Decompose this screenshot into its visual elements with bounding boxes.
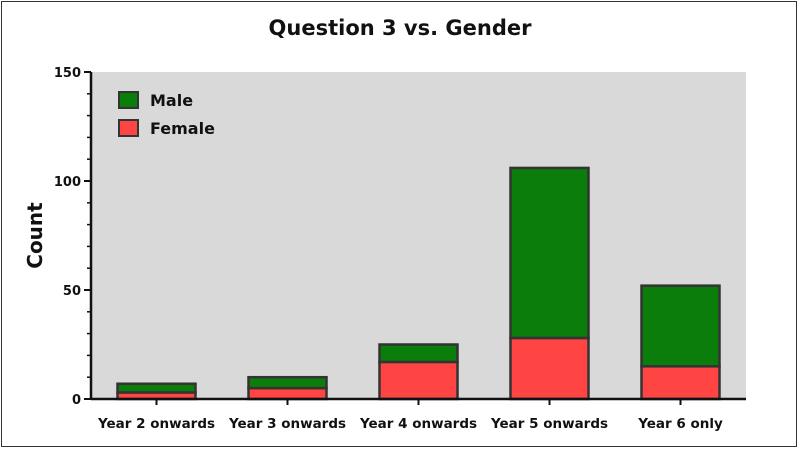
bar-male-3 — [378, 343, 459, 364]
legend-swatch-female — [118, 119, 139, 137]
y-axis: 0 50 100 150 — [54, 66, 93, 408]
bar-male-1 — [116, 382, 197, 394]
y-tick-label: 150 — [54, 66, 81, 81]
chart-title: Question 3 vs. Gender — [268, 16, 532, 40]
x-axis: Year 2 onwards Year 3 onwards Year 4 onwar… — [91, 397, 746, 432]
x-tick-label: Year 2 onwards — [97, 416, 215, 432]
legend: Male Female — [118, 91, 215, 138]
x-tick-label: Year 5 onwards — [490, 416, 608, 432]
bar-female-2 — [247, 386, 328, 401]
y-tick-label: 0 — [72, 393, 81, 408]
y-axis-title: Count — [23, 202, 47, 269]
bar-male-5 — [640, 284, 721, 368]
bar-female-4 — [509, 336, 590, 401]
y-tick-label: 50 — [63, 284, 81, 299]
x-tick-label: Year 3 onwards — [228, 416, 346, 432]
bar-male-4 — [509, 166, 590, 340]
bar-female-3 — [378, 360, 459, 401]
bar-female-5 — [640, 365, 721, 401]
bar-male-2 — [247, 375, 328, 390]
legend-label-female: Female — [150, 119, 215, 138]
legend-swatch-male — [118, 91, 139, 109]
y-tick-label: 100 — [54, 175, 81, 190]
x-tick-label: Year 6 only — [637, 416, 723, 432]
bars-group — [116, 166, 721, 401]
legend-label-male: Male — [150, 91, 193, 110]
x-tick-label: Year 4 onwards — [359, 416, 477, 432]
